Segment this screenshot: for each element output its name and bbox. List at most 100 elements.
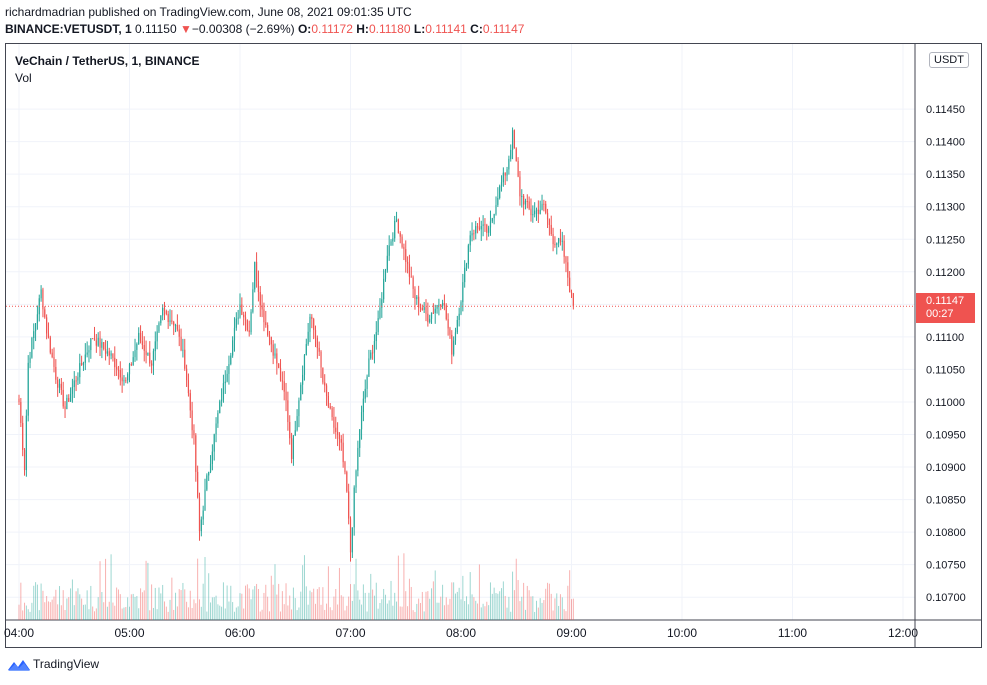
candle-body — [318, 347, 320, 352]
candle-body — [327, 395, 329, 407]
candle-body — [160, 315, 162, 324]
candle-body — [456, 319, 458, 333]
volume-bar — [173, 609, 175, 620]
volume-bar — [502, 581, 504, 620]
candle-body — [532, 214, 534, 216]
currency-badge[interactable]: USDT — [929, 52, 969, 68]
candle-body — [519, 176, 521, 197]
volume-bar — [202, 583, 204, 620]
volume-bar — [86, 590, 88, 620]
candle-body — [255, 261, 258, 281]
candle-body — [338, 434, 341, 439]
volume-bar — [427, 591, 429, 620]
candle-body — [18, 398, 20, 403]
candle-body — [395, 219, 398, 221]
volume-bar — [291, 609, 293, 620]
candle-body — [410, 276, 412, 278]
volume-bar — [519, 601, 521, 620]
candle-body — [320, 351, 322, 368]
volume-bar — [195, 603, 197, 620]
volume-bar — [276, 594, 278, 620]
candle-body — [333, 416, 335, 428]
candle-body — [77, 377, 79, 381]
volume-bar — [442, 584, 444, 620]
y-tick-label: 0.11250 — [926, 234, 965, 246]
volume-bar — [88, 609, 90, 620]
candle-body — [202, 510, 204, 520]
volume-bar — [548, 583, 550, 620]
candle-body — [543, 203, 545, 205]
candle-body — [495, 204, 497, 215]
volume-bar — [344, 610, 346, 620]
y-tick-label: 0.10800 — [926, 527, 966, 539]
volume-bar — [556, 593, 558, 620]
candle-body — [322, 367, 324, 383]
candle-body — [305, 344, 307, 356]
publisher-line: richardmadrian published on TradingView.… — [5, 5, 412, 19]
volume-bar — [165, 606, 167, 620]
volume-bar — [261, 609, 263, 620]
candle-body — [220, 399, 223, 402]
candle-body — [475, 226, 477, 234]
y-tick-label: 0.10750 — [926, 560, 966, 572]
volume-bar — [462, 575, 464, 620]
symbol-ohlc-line: BINANCE:VETUSDT, 1 0.11150 ▼−0.00308 (−2… — [5, 22, 524, 36]
volume-bar — [206, 611, 208, 620]
x-tick-label: 12:00 — [888, 626, 918, 640]
volume-bar — [523, 582, 525, 620]
chart-pane[interactable] — [5, 43, 982, 648]
candle-body — [534, 210, 536, 215]
candle-body — [491, 218, 493, 222]
volume-bar — [558, 605, 560, 620]
candle-body — [279, 367, 282, 381]
candle-body — [537, 209, 539, 214]
volume-bar — [501, 588, 503, 620]
candle-countdown: 00:27 — [926, 308, 954, 320]
candle-body — [314, 330, 317, 338]
y-tick-label: 0.10850 — [926, 495, 966, 507]
volume-bar — [396, 601, 398, 620]
volume-bar — [147, 562, 149, 620]
volume-bar — [423, 611, 425, 620]
volume-bar — [357, 590, 359, 620]
candle-body — [112, 353, 114, 358]
candle-body — [405, 249, 407, 262]
candle-body — [62, 389, 64, 407]
volume-bar — [392, 605, 394, 620]
candle-body — [370, 352, 372, 359]
volume-bar — [316, 589, 318, 620]
tradingview-brand[interactable]: TradingView — [8, 657, 99, 672]
x-tick-label: 09:00 — [556, 626, 586, 640]
candle-body — [246, 320, 248, 331]
volume-bar — [224, 608, 226, 620]
candle-body — [22, 422, 24, 450]
candle-body — [154, 341, 156, 352]
volume-bar — [108, 601, 110, 620]
candle-body — [40, 289, 42, 299]
volume-bar — [554, 598, 556, 620]
volume-bar — [171, 577, 173, 620]
candle-body — [49, 337, 51, 353]
candle-body — [60, 383, 62, 390]
candle-body — [257, 280, 260, 292]
volume-bar — [552, 610, 554, 620]
candle-body — [73, 380, 75, 388]
volume-bar — [103, 602, 105, 620]
volume-bar — [160, 593, 162, 620]
candle-body — [401, 236, 403, 247]
candle-body — [138, 332, 140, 345]
candle-body — [110, 353, 112, 356]
volume-bar — [524, 609, 526, 620]
volume-bar — [265, 584, 267, 620]
candle-body — [187, 380, 190, 394]
candle-body — [198, 497, 201, 532]
volume-bar — [243, 608, 245, 620]
volume-bar — [254, 586, 256, 620]
volume-bar — [499, 591, 501, 620]
volume-bar — [342, 596, 344, 620]
volume-bar — [403, 553, 405, 620]
volume-bar — [217, 604, 219, 620]
volume-bar — [191, 607, 193, 620]
candle-body — [348, 491, 350, 519]
